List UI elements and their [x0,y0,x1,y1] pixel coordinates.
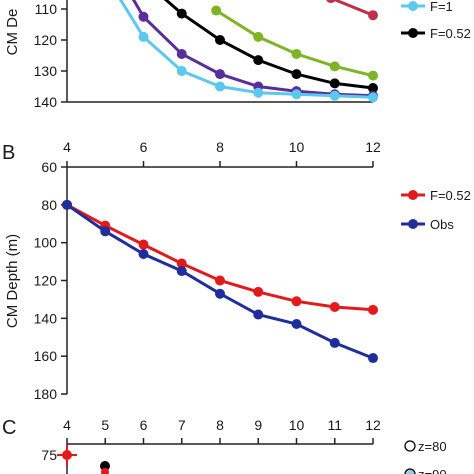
panel-b-data-point [176,266,187,277]
panel-a-legend-swatch-marker [408,1,418,11]
panel-b-legend-label: Obs [430,217,454,232]
panel-c-x-tick-label: 5 [101,417,109,433]
panel-b-y-tick-label: 180 [34,386,58,402]
panel-c-legend-label: z=90 [418,467,447,474]
panel-a-series-line [215,9,374,78]
panel-b-data-point [62,199,72,210]
panel-c-legend-marker [404,440,416,452]
panel-b-data-point [100,226,111,237]
panel-a-data-point [176,8,187,19]
panel-a-data-point [326,0,336,4]
panel-a: 110 120 130 140 CM De F=1 F=0.52 [4,0,471,110]
panel-a-y-axis-label: CM De [4,9,21,56]
panel-a-data-point [138,31,149,42]
panel-b-data-point [291,296,302,307]
panel-c-x-tick-label: 10 [289,417,305,433]
panel-a-data-point [368,83,378,94]
panel-b-y-axis-label: CM Depth (m) [4,234,21,328]
panel-b-data-point [329,301,340,312]
panel-a-data-point [176,48,187,59]
panel-a-data-point [291,89,302,100]
panel-b-data-point [215,288,225,299]
panel-c: C 4 5 6 7 8 9 10 11 12 75 z=80 z=90 [2,417,447,474]
panel-b-data-point [253,286,264,297]
panel-a-series-line [331,0,374,17]
panel-a-data-point [291,48,302,59]
panel-a-data-point [253,55,264,66]
panel-b-data-point [329,337,340,348]
panel-a-data-point [329,90,340,101]
panel-c-x-tick-label: 8 [216,417,224,433]
panel-a-legend-label: F=1 [430,0,453,14]
panel-b-data-point [368,304,378,315]
panel-c-x-tick-label: 6 [140,417,148,433]
panel-a-data-point [253,87,264,98]
panel-a-data-point [329,61,340,72]
panel-a-y-tick-label: 140 [34,94,58,110]
panel-b-data-point [138,239,149,250]
panel-a-data-point [176,66,187,76]
panel-b-y-tick-label: 100 [34,235,58,251]
panel-c-x-tick-label: 9 [254,417,262,433]
panel-b: B 4 6 8 10 12 60 80 100 120 140 160 180 CM Depth (m) F… [2,139,471,402]
panel-a-data-point [368,92,378,103]
panel-a-data-point [253,31,264,42]
panel-c-x-tick-label: 7 [178,417,186,433]
panel-a-series-line [118,0,374,99]
panel-b-y-tick-label: 60 [41,159,57,175]
panel-c-x-tick-label: 11 [327,417,342,433]
panel-c-x-tick-label: 4 [63,417,71,433]
panel-c-legend-label: z=80 [418,439,447,454]
panel-a-data-point [368,70,378,81]
panel-a-data-point [215,81,225,92]
panel-c-x-tick-label: 12 [365,417,381,433]
panel-b-y-tick-label: 140 [34,310,58,326]
panel-c-data-point [62,450,72,460]
panel-b-data-point [368,353,378,364]
panel-b-x-tick-label: 4 [63,139,71,155]
panel-b-x-tick-label: 12 [365,139,381,155]
panel-a-data-point [215,69,225,80]
panel-b-data-point [176,258,187,269]
panel-b-legend-swatch-marker [408,219,418,229]
panel-a-data-point [329,78,340,89]
panel-b-legend-label: F=0.52 [430,188,471,203]
panel-b-x-tick-label: 8 [216,139,224,155]
panel-a-y-tick-label: 110 [35,1,58,17]
panel-c-data-point [100,461,110,471]
panel-c-legend-marker [404,468,416,474]
panel-a-series-line [131,0,374,98]
panel-b-data-point [291,319,302,330]
panel-a-y-tick-label: 120 [34,32,58,48]
panel-a-data-point [211,5,222,16]
panel-b-y-tick-label: 120 [34,273,58,289]
panel-b-x-tick-label: 6 [140,139,148,155]
panel-a-data-point [215,35,225,45]
panel-b-x-tick-label: 10 [289,139,305,155]
panel-b-legend-swatch-marker [408,190,418,200]
panel-a-legend-label: F=0.52 [430,26,471,41]
panel-b-data-point [215,275,225,286]
panel-b-y-tick-label: 80 [41,197,57,213]
panel-a-data-point [291,69,302,80]
panel-a-legend-swatch-marker [408,28,418,38]
panel-c-y-tick-label: 75 [41,447,57,463]
panel-b-label: B [2,142,15,164]
panel-a-y-tick-label: 130 [34,63,58,79]
panel-a-data-point [138,11,149,22]
panel-c-data-point [101,468,109,474]
panel-b-data-point [138,249,149,260]
panel-a-data-point [368,10,378,21]
panel-b-y-tick-label: 160 [34,348,58,364]
panel-c-label: C [2,417,16,439]
panel-b-data-point [253,309,264,320]
